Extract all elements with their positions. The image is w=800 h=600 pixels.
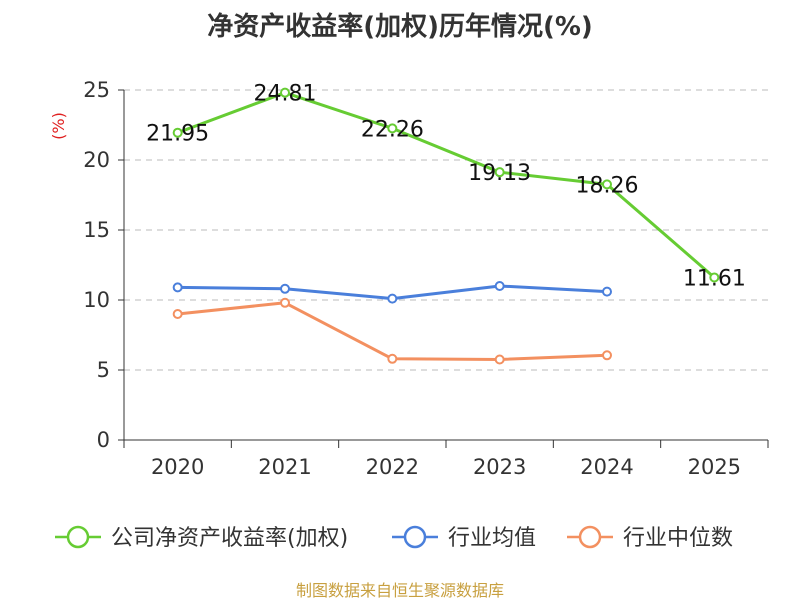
data-label: 24.81: [254, 82, 317, 107]
x-tick-label: 2023: [473, 455, 526, 479]
data-point[interactable]: [172, 282, 183, 293]
data-label: 18.26: [576, 173, 639, 198]
data-point[interactable]: [387, 123, 398, 134]
footer-source: 制图数据来自恒生聚源数据库: [296, 581, 504, 600]
x-tick-label: 2024: [580, 455, 633, 479]
series-1: [172, 281, 612, 304]
y-axis-label: (%): [49, 112, 68, 140]
data-point[interactable]: [387, 293, 398, 304]
data-point[interactable]: [602, 179, 612, 190]
y-tick-label: 0: [97, 428, 110, 452]
legend-label: 行业中位数: [623, 526, 733, 551]
y-tick-label: 25: [83, 78, 110, 102]
data-point[interactable]: [602, 350, 612, 361]
data-label: 21.95: [146, 122, 209, 147]
y-tick-label: 10: [83, 288, 110, 312]
legend-label: 行业均值: [448, 526, 536, 551]
data-point[interactable]: [172, 127, 183, 138]
y-tick-label: 20: [83, 148, 110, 172]
data-point[interactable]: [494, 354, 505, 365]
data-point[interactable]: [280, 297, 290, 308]
x-tick-label: 2022: [366, 455, 419, 479]
x-tick-label: 2025: [688, 455, 741, 479]
series-line: [176, 301, 609, 361]
legend-item-0[interactable]: 公司净资产收益率(加权): [55, 525, 348, 551]
data-label: 22.26: [361, 117, 424, 142]
series-layer: 21.95 24.81 22.26 19.13 18.26 11.61: [146, 82, 746, 365]
legend-item-1[interactable]: 行业均值: [392, 525, 536, 551]
legend-marker: [403, 525, 427, 549]
chart-title: 净资产收益率(加权)历年情况(%): [207, 11, 593, 42]
legend-item-2[interactable]: 行业中位数: [567, 525, 733, 551]
data-label: 19.13: [468, 161, 531, 186]
legend-marker: [578, 525, 602, 549]
data-point[interactable]: [494, 281, 505, 291]
series-line: [176, 91, 716, 279]
legend-label: 公司净资产收益率(加权): [111, 526, 348, 551]
data-point[interactable]: [494, 167, 505, 178]
data-point[interactable]: [709, 272, 720, 283]
x-tick-label: 2020: [151, 455, 204, 479]
data-point[interactable]: [280, 87, 290, 98]
legend[interactable]: 公司净资产收益率(加权) 行业均值 行业中位数: [55, 525, 733, 551]
data-point[interactable]: [602, 286, 612, 297]
x-tick-label: 2021: [258, 455, 311, 479]
data-point[interactable]: [280, 283, 290, 294]
grid-layer: [124, 89, 768, 371]
series-0: 21.95 24.81 22.26 19.13 18.26 11.61: [146, 82, 746, 292]
series-2: [172, 297, 612, 365]
y-tick-label: 15: [83, 218, 110, 242]
data-label: 11.61: [683, 266, 746, 291]
data-point[interactable]: [172, 309, 183, 319]
legend-marker: [66, 525, 90, 549]
y-tick-label: 5: [97, 358, 110, 382]
data-point[interactable]: [387, 353, 398, 364]
